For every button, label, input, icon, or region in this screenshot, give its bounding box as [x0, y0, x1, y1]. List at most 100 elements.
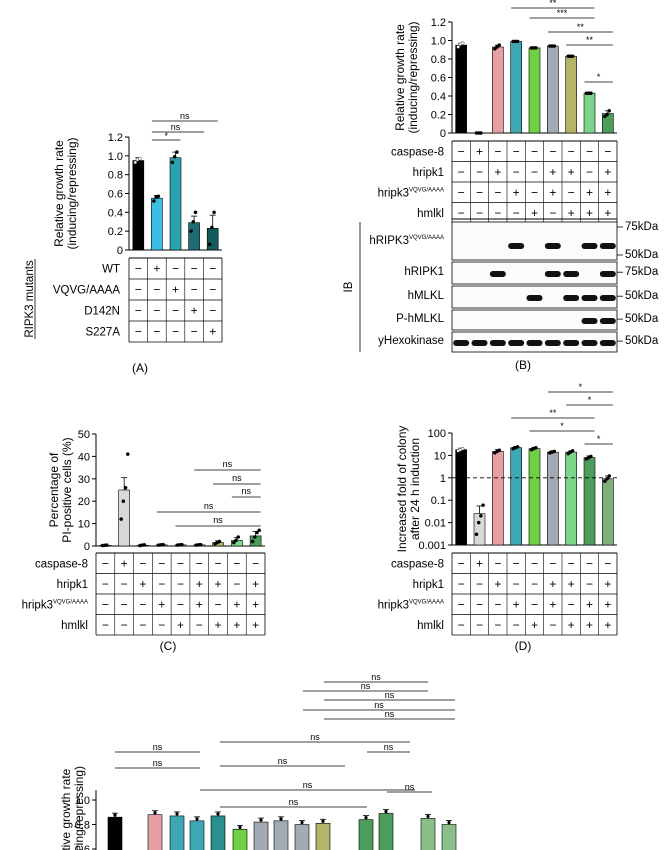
- bar: [565, 451, 577, 546]
- data-point: [161, 542, 165, 547]
- condition-mark: +: [586, 618, 593, 632]
- bar: [420, 818, 436, 850]
- y-axis-label: Relative growth rate: [59, 768, 73, 850]
- bar: [492, 46, 504, 134]
- bar: [455, 44, 467, 134]
- condition-mark: +: [568, 206, 575, 220]
- blot-lane-box: [451, 261, 618, 285]
- condition-mark: +: [531, 618, 538, 632]
- condition-label: D142N: [84, 306, 120, 318]
- condition-mark: −: [196, 618, 203, 632]
- condition-mark: −: [531, 165, 538, 179]
- condition-mark: −: [139, 556, 146, 570]
- condition-mark: −: [172, 304, 179, 318]
- condition-mark: +: [215, 618, 222, 632]
- caption-D: (D): [515, 639, 532, 653]
- data-point: [255, 530, 259, 535]
- data-point: [603, 479, 607, 484]
- blot-band: [489, 271, 506, 277]
- data-point: [156, 194, 161, 199]
- condition-mark: −: [513, 618, 520, 632]
- blot-band: [544, 340, 561, 346]
- y-tick-label: 0.8: [431, 54, 446, 66]
- significance-label: ns: [385, 709, 395, 719]
- condition-mark: −: [494, 206, 501, 220]
- y-tick-label: 1: [440, 473, 446, 485]
- condition-mark: +: [209, 325, 216, 339]
- y-tick-label: 0.1: [431, 495, 446, 507]
- y-tick-label: 1.0: [108, 151, 123, 163]
- condition-mark: +: [531, 206, 538, 220]
- condition-mark: −: [568, 597, 575, 611]
- condition-label: hripk1: [413, 579, 444, 591]
- data-point: [172, 154, 177, 159]
- blot-band: [508, 243, 525, 249]
- condition-mark: −: [458, 144, 465, 158]
- blot-band: [581, 340, 598, 346]
- data-point: [481, 503, 485, 507]
- data-point: [121, 499, 126, 504]
- bar: [206, 228, 219, 251]
- condition-label: caspase-8: [35, 558, 88, 570]
- y-tick-label: 0: [117, 245, 123, 257]
- condition-mark: +: [604, 185, 611, 199]
- condition-mark: −: [531, 597, 538, 611]
- y-tick-label: 0.01: [425, 518, 446, 530]
- bar: [294, 824, 310, 850]
- condition-mark: +: [196, 577, 203, 591]
- significance-label: ns: [241, 486, 251, 496]
- blot-band: [489, 340, 506, 346]
- condition-label: hripk3VQVG/AAAA: [22, 599, 88, 611]
- condition-mark: −: [586, 165, 593, 179]
- significance-label: ns: [223, 459, 233, 469]
- data-point: [300, 820, 304, 825]
- significance-label: *: [597, 72, 601, 82]
- condition-mark: −: [494, 185, 501, 199]
- condition-mark: +: [494, 577, 501, 591]
- bar: [528, 448, 541, 546]
- condition-mark: −: [568, 556, 575, 570]
- data-point: [474, 532, 479, 537]
- y-axis-label: Percentage of: [47, 452, 61, 527]
- significance-label: ns: [278, 756, 288, 766]
- significance-label: *: [579, 382, 583, 392]
- y-axis-label: Increased fold of colony: [395, 426, 409, 553]
- data-point: [479, 131, 483, 135]
- blot-lane-box: [451, 309, 618, 331]
- condition-mark: −: [153, 304, 160, 318]
- bar: [528, 47, 541, 134]
- condition-mark: −: [158, 577, 165, 591]
- y-tick-label: 0.4: [108, 207, 123, 219]
- data-point: [153, 811, 157, 815]
- marker-label: 50kDa: [625, 313, 659, 325]
- condition-label: hmlkl: [61, 620, 88, 632]
- condition-mark: −: [476, 165, 483, 179]
- condition-mark: −: [158, 618, 165, 632]
- condition-mark: −: [458, 206, 465, 220]
- condition-mark: −: [158, 556, 165, 570]
- condition-mark: −: [191, 325, 198, 339]
- condition-mark: −: [233, 577, 240, 591]
- condition-mark: −: [191, 262, 198, 276]
- condition-mark: −: [458, 597, 465, 611]
- condition-mark: −: [139, 618, 146, 632]
- condition-mark: −: [586, 144, 593, 158]
- significance-label: ns: [405, 782, 415, 792]
- condition-mark: +: [586, 185, 593, 199]
- condition-mark: −: [102, 618, 109, 632]
- data-point: [123, 485, 128, 490]
- condition-mark: −: [139, 597, 146, 611]
- significance-label: *: [560, 421, 564, 431]
- condition-mark: −: [476, 206, 483, 220]
- data-point: [552, 449, 557, 454]
- data-point: [456, 45, 460, 49]
- condition-label: S227A: [85, 327, 120, 339]
- y-tick-label: 0.001: [418, 540, 446, 552]
- y-axis-label: (inducing/repressing): [65, 137, 79, 249]
- caption-A: (A): [132, 361, 148, 375]
- condition-mark: +: [172, 283, 179, 297]
- bar: [583, 457, 596, 546]
- data-point: [217, 539, 222, 544]
- condition-mark: −: [513, 206, 520, 220]
- bar: [492, 451, 504, 546]
